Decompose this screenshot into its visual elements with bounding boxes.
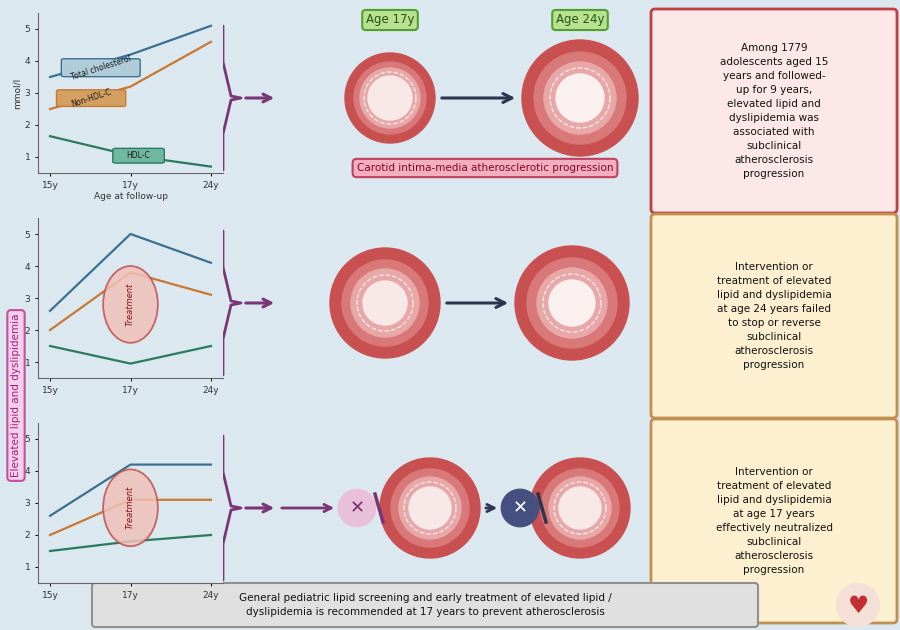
Circle shape: [399, 477, 461, 539]
Text: Treatment: Treatment: [126, 486, 135, 529]
Text: Treatment: Treatment: [126, 283, 135, 326]
Circle shape: [515, 246, 629, 360]
Circle shape: [541, 469, 619, 547]
FancyBboxPatch shape: [651, 9, 897, 213]
Circle shape: [409, 487, 451, 529]
Circle shape: [549, 280, 595, 326]
Circle shape: [530, 458, 630, 558]
Circle shape: [534, 52, 626, 144]
Text: HDL-C: HDL-C: [127, 151, 150, 160]
Circle shape: [556, 74, 604, 122]
Circle shape: [351, 269, 419, 337]
Circle shape: [363, 281, 407, 325]
Circle shape: [537, 268, 607, 338]
Ellipse shape: [104, 266, 158, 343]
Text: General pediatric lipid screening and early treatment of elevated lipid /
dyslip: General pediatric lipid screening and ea…: [238, 593, 611, 617]
Text: Among 1779
adolescents aged 15
years and followed-
up for 9 years,
elevated lipi: Among 1779 adolescents aged 15 years and…: [720, 43, 828, 179]
FancyBboxPatch shape: [61, 59, 140, 77]
Circle shape: [360, 68, 420, 128]
Text: ✕: ✕: [512, 499, 527, 517]
Text: ♥: ♥: [848, 594, 868, 618]
Text: Elevated lipid and dyslipidemia: Elevated lipid and dyslipidemia: [11, 314, 21, 478]
X-axis label: Age at follow-up: Age at follow-up: [94, 192, 167, 202]
Circle shape: [330, 248, 440, 358]
Circle shape: [837, 584, 879, 626]
FancyBboxPatch shape: [112, 148, 165, 163]
Text: Intervention or
treatment of elevated
lipid and dyslipidemia
at age 24 years fai: Intervention or treatment of elevated li…: [716, 262, 832, 370]
Text: Non-HDL-C: Non-HDL-C: [70, 88, 112, 109]
Circle shape: [368, 76, 412, 120]
Circle shape: [559, 487, 601, 529]
Circle shape: [544, 62, 616, 134]
Text: Carotid intima-media atherosclerotic progression: Carotid intima-media atherosclerotic pro…: [356, 163, 613, 173]
Text: Age 24y: Age 24y: [556, 13, 604, 26]
FancyBboxPatch shape: [57, 90, 126, 106]
Circle shape: [527, 258, 617, 348]
Circle shape: [522, 40, 638, 156]
Text: Intervention or
treatment of elevated
lipid and dyslipidemia
at age 17 years
eff: Intervention or treatment of elevated li…: [716, 467, 832, 575]
Text: Age 17y: Age 17y: [365, 13, 414, 26]
Y-axis label: mmol/l: mmol/l: [13, 77, 22, 108]
Circle shape: [502, 490, 538, 526]
Circle shape: [549, 477, 611, 539]
Circle shape: [391, 469, 469, 547]
Circle shape: [380, 458, 480, 558]
Circle shape: [354, 62, 426, 134]
Ellipse shape: [104, 469, 158, 546]
FancyBboxPatch shape: [651, 214, 897, 418]
FancyBboxPatch shape: [92, 583, 758, 627]
FancyBboxPatch shape: [651, 419, 897, 623]
Circle shape: [342, 260, 428, 346]
Text: ✕: ✕: [349, 499, 364, 517]
Circle shape: [345, 53, 435, 143]
Circle shape: [339, 490, 375, 526]
Text: Total cholesterol: Total cholesterol: [69, 54, 132, 82]
